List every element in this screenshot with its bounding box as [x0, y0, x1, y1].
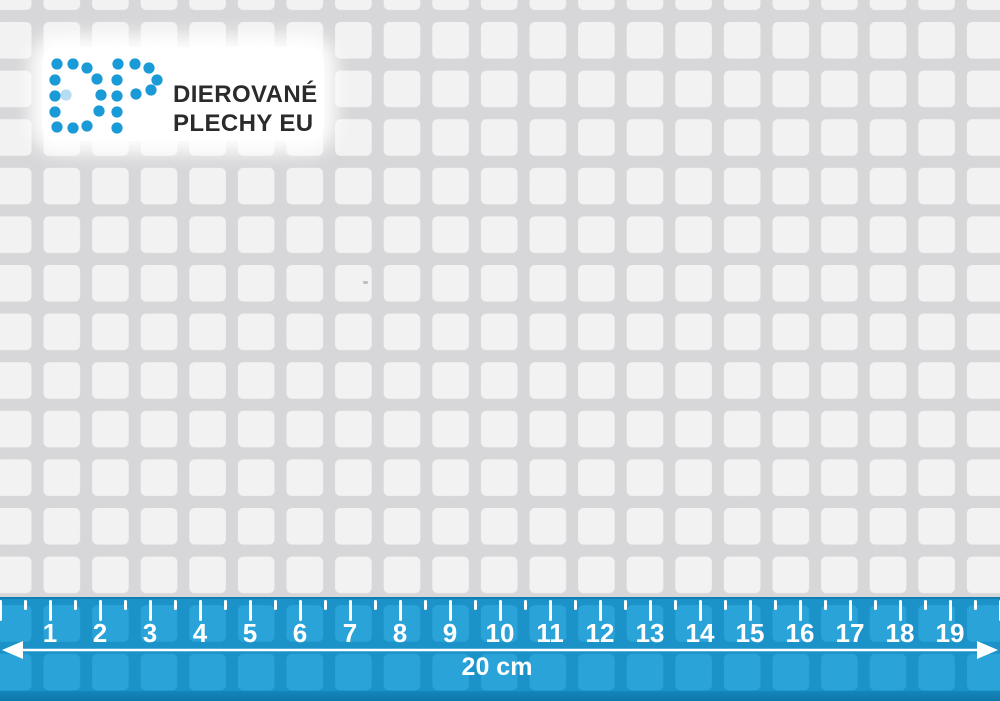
minor-tick	[123, 600, 127, 610]
major-tick	[198, 600, 202, 621]
minor-tick	[973, 600, 977, 610]
minor-tick	[773, 600, 777, 610]
major-tick	[848, 600, 852, 621]
logo-line2: PLECHY EU	[173, 110, 314, 137]
major-tick	[548, 600, 552, 621]
right-arrowhead-icon	[977, 641, 998, 659]
major-tick	[648, 600, 652, 621]
major-tick	[298, 600, 302, 621]
major-tick	[148, 600, 152, 621]
ruler-number: 15	[735, 618, 765, 648]
major-tick	[98, 600, 102, 621]
major-tick	[798, 600, 802, 621]
major-tick	[398, 600, 402, 621]
minor-tick	[273, 600, 277, 610]
minor-tick	[173, 600, 177, 610]
major-tick	[448, 600, 452, 621]
dust-speck	[363, 281, 368, 284]
ruler-number: 6	[292, 618, 308, 648]
ruler: 1 2 3 4 5 6 7 8 9 10 11 12 13 14 15 16 17 18 19 20 cm	[0, 597, 1000, 701]
logo-line1: DIEROVANÉ	[173, 81, 318, 108]
ruler-number: 17	[835, 618, 865, 648]
ruler-number: 8	[392, 618, 408, 648]
ruler-number: 13	[635, 618, 665, 648]
ruler-number: 9	[442, 618, 458, 648]
ruler-number: 5	[242, 618, 258, 648]
major-tick	[348, 600, 352, 621]
ruler-number: 19	[935, 618, 965, 648]
minor-tick	[723, 600, 727, 610]
ruler-number: 2	[92, 618, 108, 648]
ruler-bottom-edge	[0, 691, 1000, 701]
left-arrowhead-icon	[2, 641, 23, 659]
minor-tick	[523, 600, 527, 610]
minor-tick	[23, 600, 27, 610]
minor-tick	[823, 600, 827, 610]
minor-tick	[623, 600, 627, 610]
ruler-number: 3	[142, 618, 158, 648]
minor-tick	[223, 600, 227, 610]
minor-tick	[323, 600, 327, 610]
major-tick	[898, 600, 902, 621]
dp-logo-dots-icon	[49, 58, 163, 134]
minor-tick	[473, 600, 477, 610]
ruler-number: 7	[342, 618, 358, 648]
major-tick	[598, 600, 602, 621]
span-arrow	[2, 641, 998, 659]
ruler-top-edge	[0, 597, 1000, 599]
ruler-number: 18	[885, 618, 915, 648]
major-tick	[948, 600, 952, 621]
minor-tick	[873, 600, 877, 610]
minor-tick	[923, 600, 927, 610]
ruler-number: 12	[585, 618, 615, 648]
major-tick	[48, 600, 52, 621]
major-tick	[248, 600, 252, 621]
minor-tick	[423, 600, 427, 610]
ruler-number: 10	[485, 618, 515, 648]
ruler-number: 11	[536, 618, 564, 648]
minor-tick	[573, 600, 577, 610]
minor-tick	[73, 600, 77, 610]
minor-tick	[373, 600, 377, 610]
major-tick	[698, 600, 702, 621]
ruler-number: 14	[685, 618, 715, 648]
minor-tick	[673, 600, 677, 610]
ruler-number: 16	[785, 618, 815, 648]
ruler-number: 4	[192, 618, 208, 648]
major-tick	[498, 600, 502, 621]
span-length-label: 20 cm	[461, 653, 533, 681]
major-tick	[998, 600, 1000, 621]
major-tick	[0, 600, 2, 621]
ruler-number: 1	[42, 618, 58, 648]
logo-wordmark: DIEROVANÉ PLECHY EU	[173, 80, 318, 138]
major-tick	[748, 600, 752, 621]
